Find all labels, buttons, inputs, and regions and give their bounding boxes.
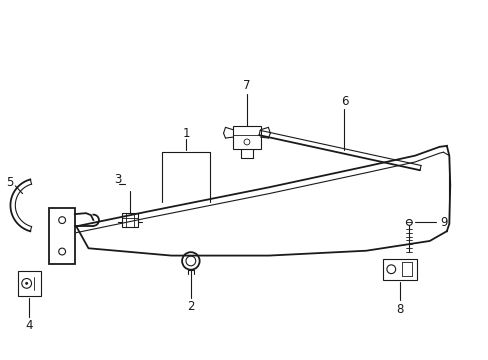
Text: 3: 3: [114, 172, 121, 185]
Text: 5: 5: [6, 176, 13, 189]
Bar: [233, 126, 260, 149]
Text: 1: 1: [182, 127, 189, 140]
Text: 4: 4: [26, 319, 33, 332]
Text: 6: 6: [340, 95, 347, 108]
Text: 2: 2: [187, 300, 194, 313]
Bar: [18, 271, 41, 296]
Bar: [383, 258, 416, 280]
Text: 7: 7: [243, 80, 250, 93]
Bar: [49, 208, 75, 264]
Text: 8: 8: [396, 303, 403, 316]
Text: 9: 9: [440, 216, 447, 229]
Bar: [122, 213, 138, 227]
Circle shape: [25, 282, 28, 285]
